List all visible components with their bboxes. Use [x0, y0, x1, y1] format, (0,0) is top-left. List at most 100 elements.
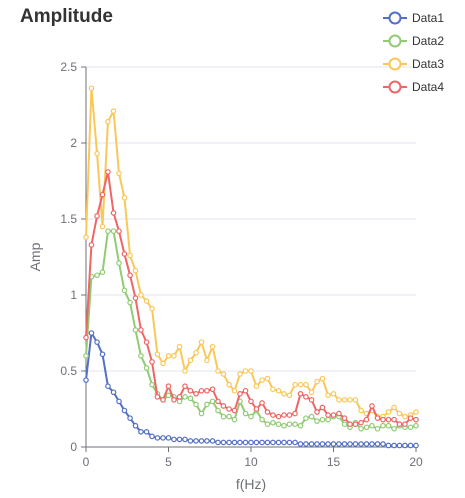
data-point[interactable]	[237, 439, 243, 446]
data-point[interactable]	[325, 441, 331, 447]
data-point[interactable]	[259, 400, 265, 406]
data-point[interactable]	[330, 412, 337, 418]
data-point[interactable]	[209, 386, 216, 393]
data-point[interactable]	[226, 439, 232, 446]
data-point[interactable]	[143, 428, 150, 435]
data-point[interactable]	[319, 404, 326, 411]
data-point[interactable]	[182, 394, 188, 400]
data-point[interactable]	[165, 352, 172, 359]
data-point[interactable]	[385, 442, 392, 449]
data-point[interactable]	[308, 413, 315, 420]
data-point[interactable]	[105, 383, 111, 390]
data-point[interactable]	[193, 401, 199, 408]
data-point[interactable]	[248, 413, 254, 420]
data-point[interactable]	[121, 287, 128, 294]
data-point[interactable]	[374, 441, 381, 447]
data-point[interactable]	[94, 272, 100, 279]
data-point[interactable]	[204, 387, 210, 394]
data-point[interactable]	[275, 387, 282, 394]
data-point[interactable]	[149, 305, 155, 312]
data-point[interactable]	[231, 407, 238, 414]
data-point[interactable]	[308, 389, 315, 396]
data-point[interactable]	[127, 299, 133, 306]
data-point[interactable]	[319, 375, 326, 382]
data-point[interactable]	[105, 169, 111, 175]
data-point[interactable]	[319, 416, 326, 423]
data-point[interactable]	[193, 390, 199, 397]
data-point[interactable]	[352, 421, 359, 428]
data-point[interactable]	[160, 435, 166, 441]
data-point[interactable]	[391, 442, 397, 449]
data-point[interactable]	[215, 398, 221, 405]
data-point[interactable]	[226, 381, 232, 388]
data-point[interactable]	[330, 390, 337, 397]
data-point[interactable]	[297, 381, 304, 388]
data-point[interactable]	[391, 425, 397, 432]
data-point[interactable]	[116, 398, 122, 405]
data-point[interactable]	[220, 413, 227, 420]
data-point[interactable]	[358, 407, 364, 414]
data-point[interactable]	[231, 387, 238, 394]
data-point[interactable]	[176, 343, 183, 350]
data-point[interactable]	[341, 415, 348, 421]
data-point[interactable]	[248, 398, 254, 405]
data-point[interactable]	[314, 441, 320, 447]
data-point[interactable]	[286, 421, 293, 428]
data-point[interactable]	[363, 424, 370, 431]
data-point[interactable]	[259, 439, 265, 446]
data-point[interactable]	[165, 435, 172, 441]
data-point[interactable]	[325, 416, 331, 423]
data-point[interactable]	[308, 397, 315, 403]
data-point[interactable]	[149, 381, 155, 388]
data-point[interactable]	[407, 442, 414, 449]
data-point[interactable]	[413, 422, 419, 429]
data-point[interactable]	[297, 390, 304, 397]
data-point[interactable]	[413, 416, 419, 423]
data-point[interactable]	[165, 383, 172, 390]
data-point[interactable]	[281, 439, 287, 446]
data-point[interactable]	[105, 118, 111, 125]
data-point[interactable]	[176, 394, 183, 400]
data-point[interactable]	[297, 422, 304, 429]
data-point[interactable]	[303, 394, 309, 400]
data-point[interactable]	[215, 407, 221, 414]
data-point[interactable]	[396, 442, 403, 449]
data-point[interactable]	[264, 421, 271, 428]
data-point[interactable]	[110, 228, 117, 234]
data-point[interactable]	[347, 397, 353, 403]
data-point[interactable]	[314, 378, 320, 385]
data-point[interactable]	[292, 410, 298, 417]
data-point[interactable]	[380, 441, 386, 447]
data-point[interactable]	[242, 439, 249, 446]
data-point[interactable]	[193, 349, 199, 356]
data-point[interactable]	[413, 409, 419, 415]
data-point[interactable]	[352, 441, 359, 447]
data-point[interactable]	[237, 390, 243, 397]
data-point[interactable]	[385, 422, 392, 429]
data-point[interactable]	[127, 415, 133, 421]
data-point[interactable]	[99, 223, 106, 230]
legend-item-data4[interactable]: Data4	[383, 80, 444, 94]
data-point[interactable]	[314, 418, 320, 424]
data-point[interactable]	[242, 410, 249, 417]
data-point[interactable]	[171, 436, 177, 443]
data-point[interactable]	[121, 407, 128, 414]
data-point[interactable]	[402, 442, 408, 449]
data-point[interactable]	[391, 404, 397, 411]
data-point[interactable]	[198, 438, 205, 444]
data-point[interactable]	[182, 368, 188, 374]
data-point[interactable]	[220, 371, 227, 377]
data-point[interactable]	[259, 377, 265, 383]
data-point[interactable]	[187, 357, 194, 364]
data-point[interactable]	[336, 397, 342, 403]
data-point[interactable]	[198, 410, 205, 417]
data-point[interactable]	[105, 228, 111, 234]
data-point[interactable]	[94, 213, 100, 219]
data-point[interactable]	[209, 343, 216, 350]
data-point[interactable]	[143, 339, 150, 345]
data-point[interactable]	[369, 422, 375, 429]
data-point[interactable]	[94, 150, 100, 157]
data-point[interactable]	[149, 433, 155, 440]
data-point[interactable]	[292, 439, 298, 446]
data-point[interactable]	[363, 441, 370, 447]
